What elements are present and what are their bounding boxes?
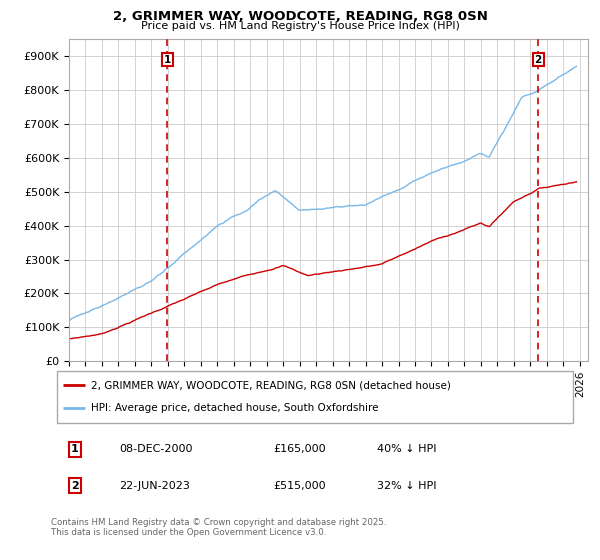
Text: 32% ↓ HPI: 32% ↓ HPI	[377, 480, 436, 491]
Text: 1: 1	[71, 445, 79, 454]
Text: Price paid vs. HM Land Registry's House Price Index (HPI): Price paid vs. HM Land Registry's House …	[140, 21, 460, 31]
Text: 1: 1	[164, 54, 171, 64]
Text: 2, GRIMMER WAY, WOODCOTE, READING, RG8 0SN (detached house): 2, GRIMMER WAY, WOODCOTE, READING, RG8 0…	[91, 380, 451, 390]
Text: 2: 2	[535, 54, 542, 64]
Text: £515,000: £515,000	[274, 480, 326, 491]
Text: 40% ↓ HPI: 40% ↓ HPI	[377, 445, 436, 454]
Text: Contains HM Land Registry data © Crown copyright and database right 2025.
This d: Contains HM Land Registry data © Crown c…	[51, 518, 386, 538]
Text: 2: 2	[71, 480, 79, 491]
Text: HPI: Average price, detached house, South Oxfordshire: HPI: Average price, detached house, Sout…	[91, 403, 378, 413]
FancyBboxPatch shape	[57, 371, 573, 423]
Text: £165,000: £165,000	[274, 445, 326, 454]
Text: 2, GRIMMER WAY, WOODCOTE, READING, RG8 0SN: 2, GRIMMER WAY, WOODCOTE, READING, RG8 0…	[113, 10, 487, 22]
Text: 08-DEC-2000: 08-DEC-2000	[119, 445, 193, 454]
Text: 22-JUN-2023: 22-JUN-2023	[119, 480, 190, 491]
